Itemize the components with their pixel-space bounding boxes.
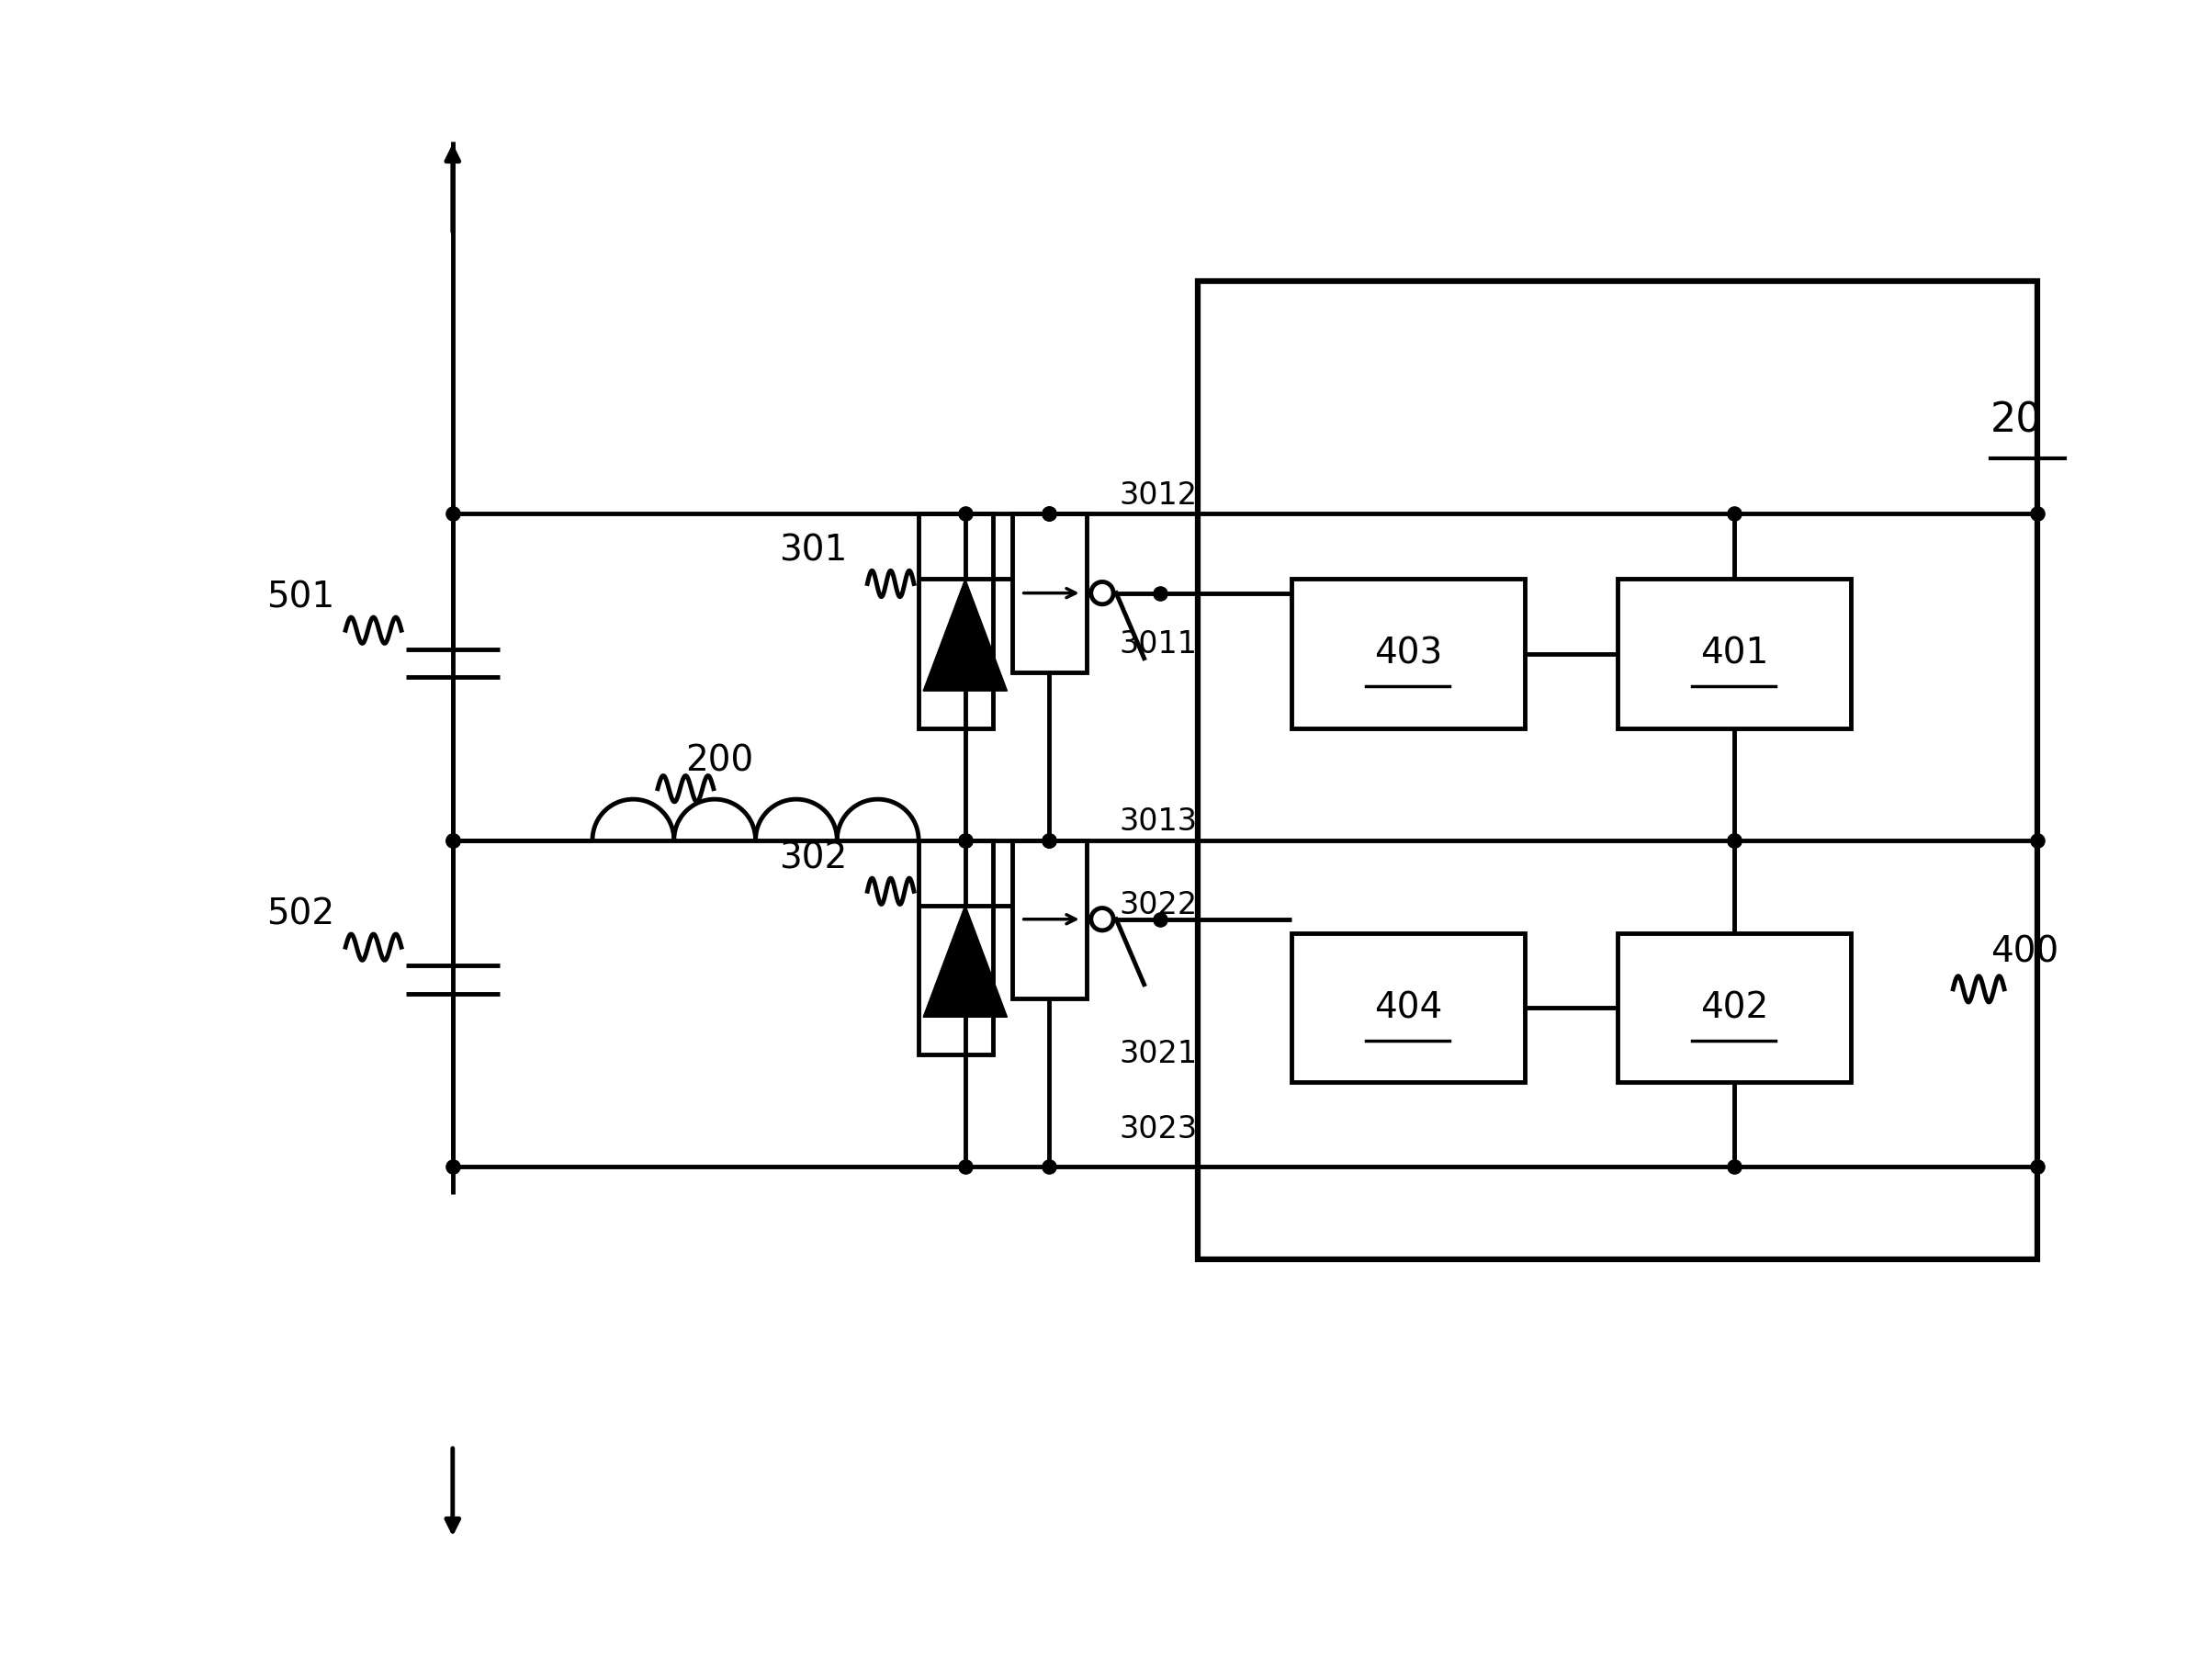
Point [435, 827, 471, 853]
Polygon shape [924, 906, 1008, 1016]
Text: 403: 403 [1375, 637, 1441, 670]
Point [435, 1152, 471, 1179]
Bar [1618, 932, 1850, 1082]
Text: 302: 302 [778, 842, 846, 875]
Point [435, 501, 471, 528]
Text: 3012: 3012 [1118, 480, 1198, 511]
Text: 20: 20 [1991, 402, 2042, 440]
Point [1717, 501, 1753, 528]
Point [1032, 1152, 1067, 1179]
Point [948, 1152, 983, 1179]
Text: 3023: 3023 [1118, 1114, 1198, 1144]
Point [435, 827, 471, 853]
Text: 400: 400 [1991, 934, 2058, 969]
Bar [1198, 281, 2038, 1260]
Point [948, 827, 983, 853]
Point [1717, 827, 1753, 853]
Point [948, 501, 983, 528]
Bar [1618, 580, 1850, 727]
Point [1143, 580, 1178, 606]
Point [1143, 906, 1178, 932]
Text: 3013: 3013 [1118, 806, 1198, 837]
Text: 502: 502 [265, 897, 334, 932]
Bar [919, 514, 992, 727]
Text: 3021: 3021 [1118, 1040, 1198, 1070]
Point [2020, 1152, 2055, 1179]
Bar [1291, 580, 1525, 727]
Point [1032, 501, 1067, 528]
Point [948, 827, 983, 853]
Text: 200: 200 [685, 743, 754, 778]
Text: 402: 402 [1699, 990, 1768, 1025]
Text: 301: 301 [778, 534, 846, 568]
Text: 404: 404 [1375, 990, 1441, 1025]
Text: 401: 401 [1699, 637, 1768, 670]
Polygon shape [924, 580, 1008, 690]
Point [2020, 501, 2055, 528]
Point [1717, 827, 1753, 853]
Point [1717, 1152, 1753, 1179]
Bar [1291, 932, 1525, 1082]
Text: 501: 501 [265, 580, 334, 615]
Text: 3011: 3011 [1118, 628, 1198, 660]
Point [1032, 827, 1067, 853]
Point [1032, 501, 1067, 528]
Text: 3022: 3022 [1118, 890, 1198, 921]
Point [1032, 827, 1067, 853]
Bar [1012, 840, 1087, 998]
Bar [919, 840, 992, 1055]
Bar [1012, 514, 1087, 672]
Point [2020, 827, 2055, 853]
